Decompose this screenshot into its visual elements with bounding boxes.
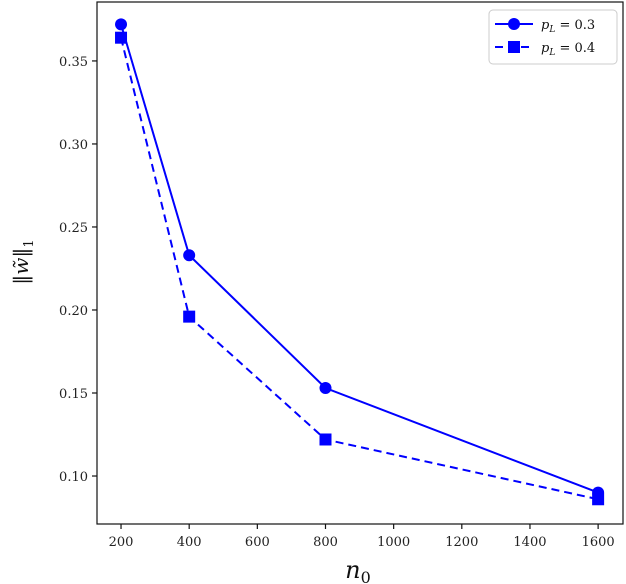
x-tick-label: 1000: [377, 535, 410, 550]
plot-frame: [96, 1, 624, 525]
y-tick-label: 0.20: [59, 304, 88, 319]
x-axis: 200 400 600 800 1000 1200 1400 1600: [109, 524, 615, 550]
y-tick-label: 0.25: [59, 221, 88, 236]
x-tick-label: 1600: [582, 535, 615, 550]
y-axis-label: ‖w̃‖1: [9, 239, 37, 284]
series-line: [120, 24, 599, 494]
x-tick-label: 800: [313, 535, 338, 550]
x-tick-label: 1200: [445, 535, 478, 550]
y-axis: 0.10 0.15 0.20 0.25 0.30 0.35: [59, 55, 97, 485]
x-tick-label: 400: [177, 535, 202, 550]
legend-label: pL = 0.4: [541, 41, 595, 58]
data-point-square: [592, 493, 605, 506]
x-tick-label: 200: [109, 535, 134, 550]
data-point-square: [115, 31, 128, 44]
data-point-circle: [319, 382, 332, 395]
series-2: [115, 31, 605, 506]
x-tick-label: 1400: [513, 535, 546, 550]
series-line: [120, 37, 599, 501]
data-point-square: [183, 310, 196, 323]
x-tick-label: 600: [245, 535, 270, 550]
y-tick-label: 0.10: [59, 470, 88, 485]
y-tick-label: 0.35: [59, 55, 88, 70]
series-layer: [115, 18, 605, 506]
y-tick-label: 0.15: [59, 387, 88, 402]
y-tick-label: 0.30: [59, 138, 88, 153]
plot-area: [96, 1, 624, 525]
legend-marker-circle: [508, 18, 520, 30]
legend-marker-square: [508, 41, 520, 53]
x-axis-label: n0: [345, 556, 371, 584]
data-point-circle: [183, 249, 196, 262]
data-point-square: [319, 433, 332, 446]
legend: pL = 0.3 pL = 0.4: [488, 9, 618, 65]
legend-label: pL = 0.3: [541, 18, 595, 35]
data-point-circle: [115, 18, 128, 31]
